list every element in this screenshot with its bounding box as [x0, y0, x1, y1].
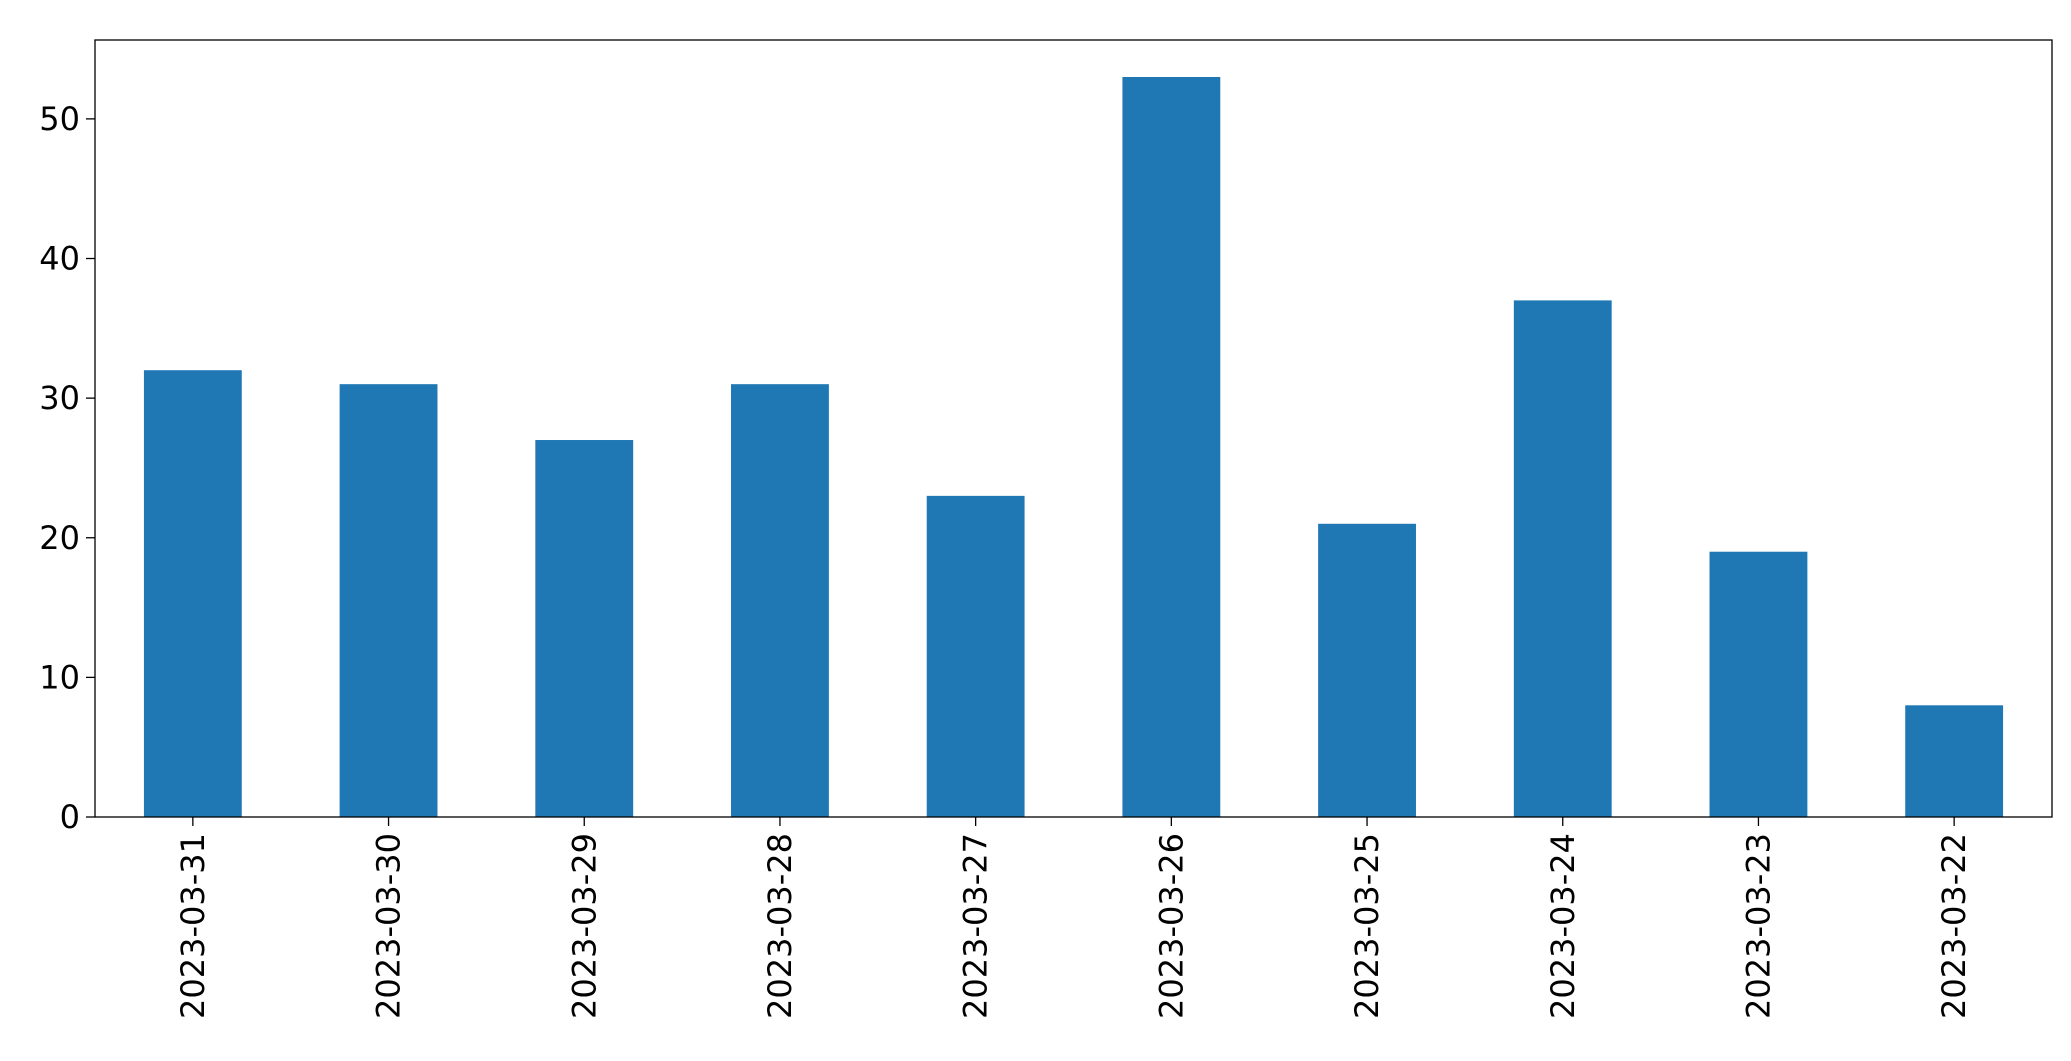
x-tick-label: 2023-03-22: [1935, 833, 1973, 1019]
x-tick-label: 2023-03-29: [565, 833, 603, 1019]
y-tick-label: 10: [39, 658, 80, 696]
bar: [1709, 551, 1808, 817]
bar: [143, 370, 242, 817]
y-tick-label: 30: [39, 379, 80, 417]
x-tick-label: 2023-03-26: [1152, 833, 1190, 1019]
x-tick-label: 2023-03-23: [1739, 833, 1777, 1019]
bar: [339, 384, 438, 817]
x-tick-label: 2023-03-28: [761, 833, 799, 1019]
bar: [535, 440, 634, 817]
x-tick-label: 2023-03-27: [957, 833, 995, 1019]
x-tick-label: 2023-03-30: [370, 833, 408, 1019]
bar: [1905, 705, 2004, 817]
bar: [1513, 300, 1612, 817]
plot-frame: [94, 39, 2053, 818]
y-tick-label: 50: [39, 100, 80, 138]
x-tick-label: 2023-03-25: [1348, 833, 1386, 1019]
x-tick-label: 2023-03-31: [174, 833, 212, 1019]
x-tick-label: 2023-03-24: [1544, 833, 1582, 1019]
bar: [926, 495, 1025, 817]
bar: [731, 384, 829, 817]
bar: [1318, 523, 1416, 817]
y-tick-label: 40: [39, 240, 80, 278]
y-tick-label: 20: [39, 519, 80, 557]
bar: [1122, 77, 1221, 817]
y-tick-label: 0: [60, 798, 80, 836]
